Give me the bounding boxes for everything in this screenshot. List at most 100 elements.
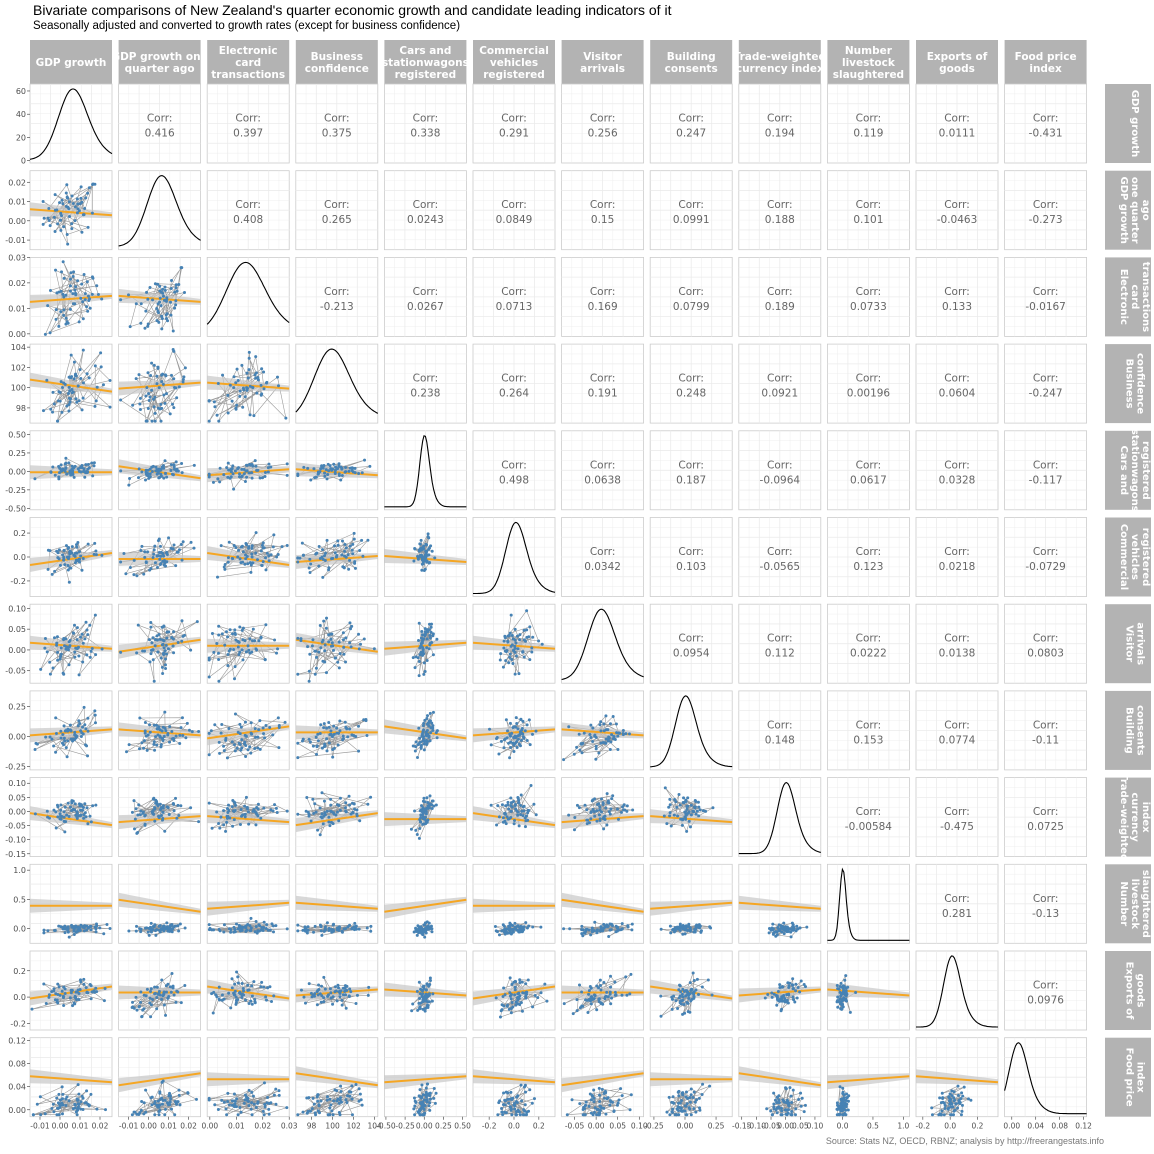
data-point — [245, 475, 249, 479]
data-point — [61, 996, 65, 1000]
data-point — [325, 538, 329, 542]
data-point — [312, 467, 316, 471]
data-point — [158, 1097, 162, 1101]
data-point — [178, 922, 182, 926]
corr-label: Corr: — [767, 633, 793, 645]
data-point — [524, 990, 528, 994]
data-point — [348, 544, 352, 548]
data-point — [239, 1110, 243, 1114]
data-point — [615, 807, 619, 811]
data-point — [509, 932, 513, 936]
data-point — [422, 796, 426, 800]
data-point — [424, 812, 428, 816]
data-point — [539, 925, 543, 929]
data-point — [599, 720, 603, 724]
data-point — [784, 925, 788, 929]
data-point — [78, 987, 82, 991]
data-point — [64, 820, 68, 824]
column-strip-label: GDP growth one — [111, 51, 207, 63]
data-point — [180, 461, 184, 465]
corr-label: Corr: — [678, 633, 704, 645]
row-strip: Number livestock slaughtered — [1105, 864, 1151, 944]
data-point — [358, 819, 362, 823]
data-point — [313, 672, 317, 676]
data-point — [344, 1006, 348, 1010]
data-point — [687, 810, 691, 814]
data-point — [153, 806, 157, 810]
data-point — [343, 542, 347, 546]
data-point — [256, 746, 260, 750]
data-point — [68, 728, 72, 732]
data-point — [210, 631, 214, 635]
data-point — [63, 563, 67, 567]
data-point — [778, 983, 782, 987]
fit-line — [738, 988, 821, 997]
data-point — [840, 985, 844, 989]
fit-line — [207, 985, 290, 1000]
data-point — [142, 1007, 146, 1011]
scatter-panel: Corr:0.103 — [649, 517, 733, 597]
data-point — [334, 656, 338, 660]
data-point — [413, 809, 417, 813]
x-tick-label: 0.00 — [201, 1122, 218, 1131]
data-point — [426, 532, 430, 536]
data-point — [249, 570, 253, 574]
data-point — [424, 1090, 428, 1094]
data-point — [597, 1086, 601, 1090]
data-point — [62, 313, 66, 317]
data-point — [254, 811, 258, 815]
data-point — [161, 725, 165, 729]
data-point — [166, 647, 170, 651]
data-point — [64, 456, 68, 460]
data-point — [234, 998, 238, 1002]
data-point — [250, 1101, 254, 1105]
data-point — [307, 679, 311, 683]
data-point — [691, 971, 695, 975]
data-point — [79, 803, 83, 807]
scatter-panel: Corr:-0.00584 — [827, 777, 910, 857]
data-point — [55, 803, 59, 807]
data-point — [143, 729, 147, 733]
data-point — [427, 927, 431, 931]
data-point — [244, 650, 248, 654]
corr-value: 0.0617 — [850, 474, 887, 486]
data-point — [930, 1113, 934, 1117]
data-point — [132, 799, 136, 803]
data-point — [947, 1096, 951, 1100]
correlation-panel — [118, 603, 201, 684]
data-point — [245, 371, 249, 375]
data-point — [259, 636, 263, 640]
data-point — [296, 636, 300, 640]
data-point — [164, 990, 168, 994]
data-point — [322, 722, 326, 726]
data-point — [358, 1092, 362, 1096]
data-point — [363, 458, 367, 462]
data-point — [119, 560, 123, 564]
data-point — [159, 474, 163, 478]
data-point — [610, 797, 614, 801]
data-point — [343, 806, 347, 810]
data-point — [252, 1102, 256, 1106]
data-point — [219, 544, 223, 548]
column-strip-label: arrivals — [580, 63, 625, 75]
data-point — [258, 747, 262, 751]
data-point — [240, 467, 244, 471]
data-point — [612, 735, 616, 739]
data-point — [265, 380, 269, 384]
y-tick-label: -0.15 — [5, 850, 26, 859]
data-point — [62, 295, 66, 299]
fit-line — [384, 641, 467, 650]
data-point — [172, 465, 176, 469]
data-point — [244, 929, 248, 933]
data-point — [232, 991, 236, 995]
corr-value: 0.0803 — [1027, 648, 1064, 660]
data-point — [425, 1098, 429, 1102]
scatter-panel: Corr:0.112 — [738, 603, 822, 684]
data-point — [670, 1007, 674, 1011]
data-point — [420, 557, 424, 561]
data-point — [501, 665, 505, 669]
corr-label: Corr: — [678, 286, 704, 298]
correlation-panel — [206, 603, 290, 684]
data-point — [58, 1098, 62, 1102]
